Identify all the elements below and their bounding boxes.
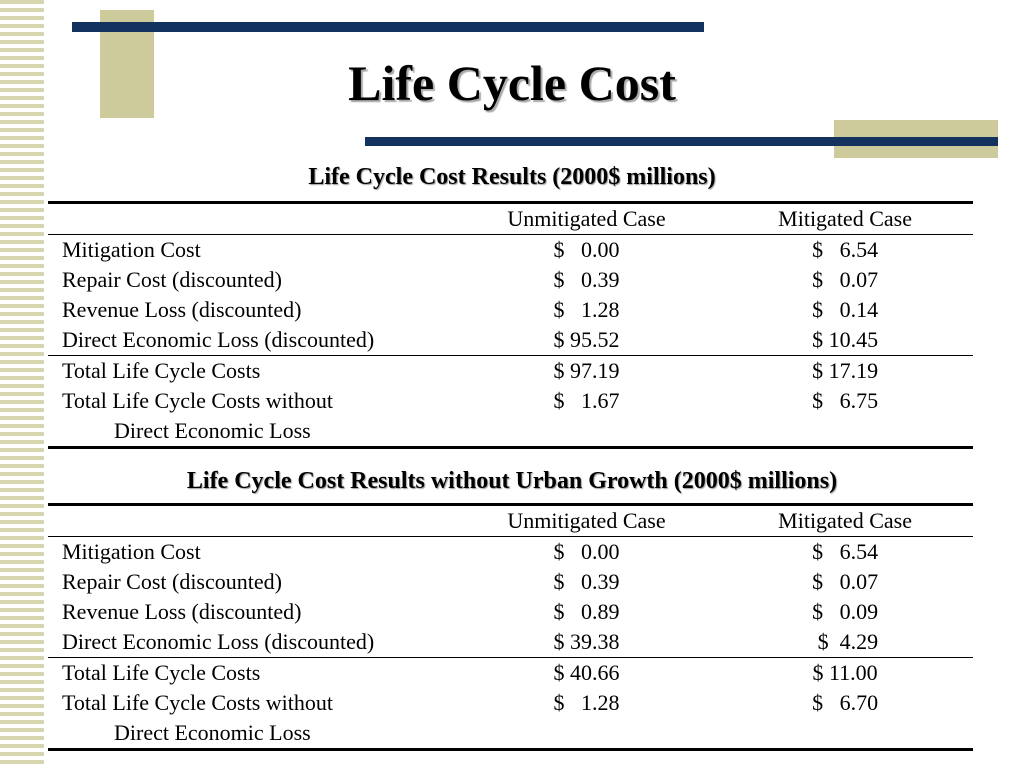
row-label: Repair Cost (discounted) xyxy=(62,569,282,594)
life-cycle-cost-no-growth-table: Unmitigated Case Mitigated Case Mitigati… xyxy=(48,503,973,751)
table-row: Mitigation Cost $ 0.00 $ 6.54 xyxy=(48,537,973,568)
row-label: Total Life Cycle Costs xyxy=(48,657,456,688)
mitigated-value: $ 6.75 xyxy=(717,386,973,449)
row-label: Total Life Cycle Costs without Direct Ec… xyxy=(48,688,456,751)
table-row: Repair Cost (discounted) $ 0.39 $ 0.07 xyxy=(48,567,973,597)
row-label-line-2: Direct Economic Loss xyxy=(114,418,311,443)
unmitigated-value: $ 39.38 xyxy=(553,629,620,654)
row-label: Direct Economic Loss (discounted) xyxy=(62,327,375,352)
table-row: Direct Economic Loss (discounted) $ 95.5… xyxy=(48,325,973,356)
navy-bar-decoration-top xyxy=(72,22,704,32)
unmitigated-value: $ 40.66 xyxy=(455,657,718,688)
table-row: Repair Cost (discounted) $ 0.39 $ 0.07 xyxy=(48,265,973,295)
mitigated-value: $ 10.45 xyxy=(812,327,879,352)
table-row: Total Life Cycle Costs without Direct Ec… xyxy=(48,688,973,751)
header-mitigated: Mitigated Case xyxy=(717,503,973,537)
table-header-row: Unmitigated Case Mitigated Case xyxy=(48,503,973,537)
life-cycle-cost-table: Unmitigated Case Mitigated Case Mitigati… xyxy=(48,201,973,449)
table-row: Total Life Cycle Costs $ 97.19 $ 17.19 xyxy=(48,355,973,386)
row-label: Revenue Loss (discounted) xyxy=(62,297,302,322)
table-header-row: Unmitigated Case Mitigated Case xyxy=(48,201,973,235)
unmitigated-value: $ 1.28 xyxy=(455,688,718,751)
mitigated-value: $ 6.70 xyxy=(717,688,973,751)
unmitigated-value: $ 0.00 xyxy=(553,539,620,564)
unmitigated-value: $ 0.89 xyxy=(553,599,620,624)
table-row: Direct Economic Loss (discounted) $ 39.3… xyxy=(48,627,973,658)
mitigated-value: $ 4.29 xyxy=(812,629,879,654)
navy-bar-decoration-right xyxy=(365,137,998,146)
table-row: Total Life Cycle Costs $ 40.66 $ 11.00 xyxy=(48,657,973,688)
mitigated-value: $ 6.54 xyxy=(812,237,879,262)
row-label: Revenue Loss (discounted) xyxy=(62,599,302,624)
row-label-line-1: Total Life Cycle Costs without xyxy=(62,690,333,715)
row-label: Direct Economic Loss (discounted) xyxy=(62,629,375,654)
row-label-line-2: Direct Economic Loss xyxy=(114,720,311,745)
header-label-cell xyxy=(48,503,456,537)
unmitigated-value: $ 1.28 xyxy=(553,297,620,322)
mitigated-value: $ 0.14 xyxy=(812,297,879,322)
mitigated-value: $ 0.07 xyxy=(812,569,879,594)
mitigated-value: $ 0.09 xyxy=(812,599,879,624)
mitigated-value: $ 6.54 xyxy=(812,539,879,564)
unmitigated-value: $ 95.52 xyxy=(553,327,620,352)
unmitigated-value: $ 0.39 xyxy=(553,267,620,292)
table-row: Revenue Loss (discounted) $ 1.28 $ 0.14 xyxy=(48,295,973,325)
header-unmitigated: Unmitigated Case xyxy=(455,503,718,537)
unmitigated-value: $ 1.67 xyxy=(455,386,718,449)
unmitigated-value: $ 97.19 xyxy=(455,355,718,386)
row-label-line-1: Total Life Cycle Costs without xyxy=(62,388,333,413)
table-2-caption: Life Cycle Cost Results without Urban Gr… xyxy=(186,468,838,494)
header-unmitigated: Unmitigated Case xyxy=(455,201,718,235)
table-row: Revenue Loss (discounted) $ 0.89 $ 0.09 xyxy=(48,597,973,627)
mitigated-value: $ 11.00 xyxy=(717,657,973,688)
unmitigated-value: $ 0.39 xyxy=(553,569,620,594)
row-label: Mitigation Cost xyxy=(62,539,201,564)
header-label-cell xyxy=(48,201,456,235)
mitigated-value: $ 0.07 xyxy=(812,267,879,292)
header-mitigated: Mitigated Case xyxy=(717,201,973,235)
mitigated-value: $ 17.19 xyxy=(717,355,973,386)
table-1-caption: Life Cycle Cost Results (2000$ millions) xyxy=(308,164,716,190)
table-row: Total Life Cycle Costs without Direct Ec… xyxy=(48,386,973,449)
table-row: Mitigation Cost $ 0.00 $ 6.54 xyxy=(48,235,973,266)
row-label: Mitigation Cost xyxy=(62,237,201,262)
unmitigated-value: $ 0.00 xyxy=(553,237,620,262)
row-label: Total Life Cycle Costs without Direct Ec… xyxy=(48,386,456,449)
row-label: Repair Cost (discounted) xyxy=(62,267,282,292)
left-stripe-decoration xyxy=(0,0,44,768)
row-label: Total Life Cycle Costs xyxy=(48,355,456,386)
slide-title: Life Cycle Cost xyxy=(348,55,676,111)
